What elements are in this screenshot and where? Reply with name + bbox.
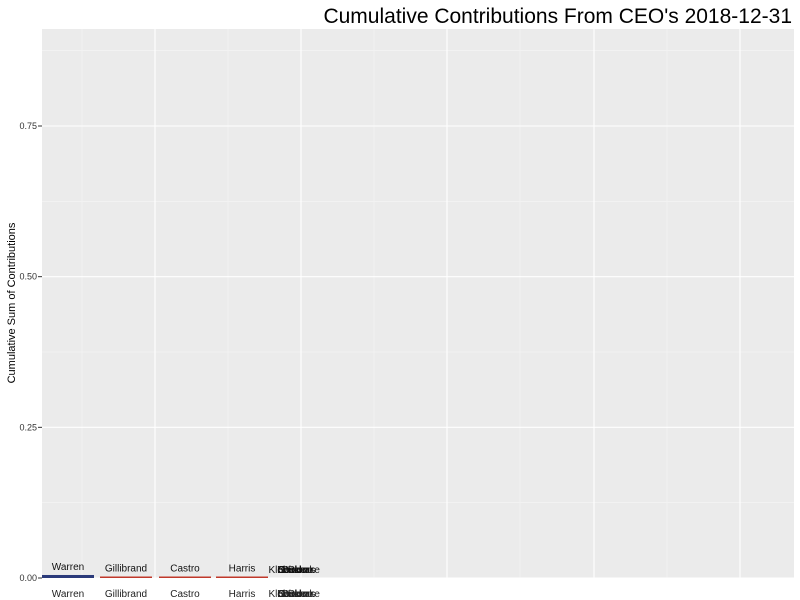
x-tick-label: Warren bbox=[52, 589, 84, 600]
bar-value-label: O'Rourke bbox=[278, 565, 320, 576]
x-tick-label: O'Rourke bbox=[278, 589, 320, 600]
x-tick-label: Klobuchar bbox=[268, 589, 314, 600]
y-tick-label: 0.75 bbox=[19, 121, 37, 131]
y-tick-label: 0.25 bbox=[19, 422, 37, 432]
bar bbox=[159, 576, 211, 578]
bar-value-label: Klobuchar bbox=[268, 565, 314, 576]
bar-value-label: Booker bbox=[277, 565, 309, 576]
bars bbox=[42, 574, 268, 578]
x-tick-label: Sanders bbox=[278, 589, 315, 600]
bar bbox=[100, 576, 152, 578]
bar-value-label: Sanders bbox=[278, 565, 315, 576]
bar-labels: Warren Gillibrand Castro Harris KlobucharBoo… bbox=[52, 562, 321, 576]
x-tick-label: Booker bbox=[277, 589, 309, 600]
plot-panel bbox=[42, 29, 794, 578]
x-tick-label: Harris bbox=[229, 589, 256, 600]
bar-value-label: Gillibrand bbox=[105, 564, 147, 575]
chart-title: Cumulative Contributions From CEO's 2018… bbox=[323, 5, 792, 28]
grid-minor bbox=[42, 29, 794, 578]
y-tick-label: 0.50 bbox=[19, 272, 37, 282]
bar bbox=[216, 576, 268, 578]
grid-major bbox=[42, 29, 794, 579]
x-tick-label: Biden bbox=[282, 589, 308, 600]
x-tick-label: Gillibrand bbox=[105, 589, 147, 600]
bar-value-label: Biden bbox=[282, 565, 308, 576]
x-axis: Warren Gillibrand Castro Harris KlobucharBoo… bbox=[52, 589, 321, 600]
bar bbox=[42, 574, 94, 578]
bar-value-label: Warren bbox=[52, 562, 84, 573]
y-axis-label: Cumulative Sum of Contributions bbox=[6, 222, 18, 383]
y-axis: 0.00 0.25 0.50 0.75 bbox=[19, 121, 42, 583]
y-tick-label: 0.00 bbox=[19, 573, 37, 583]
bar-value-label: Castro bbox=[170, 564, 200, 575]
x-tick-label: Castro bbox=[170, 589, 200, 600]
bar-value-label: Harris bbox=[229, 564, 256, 575]
